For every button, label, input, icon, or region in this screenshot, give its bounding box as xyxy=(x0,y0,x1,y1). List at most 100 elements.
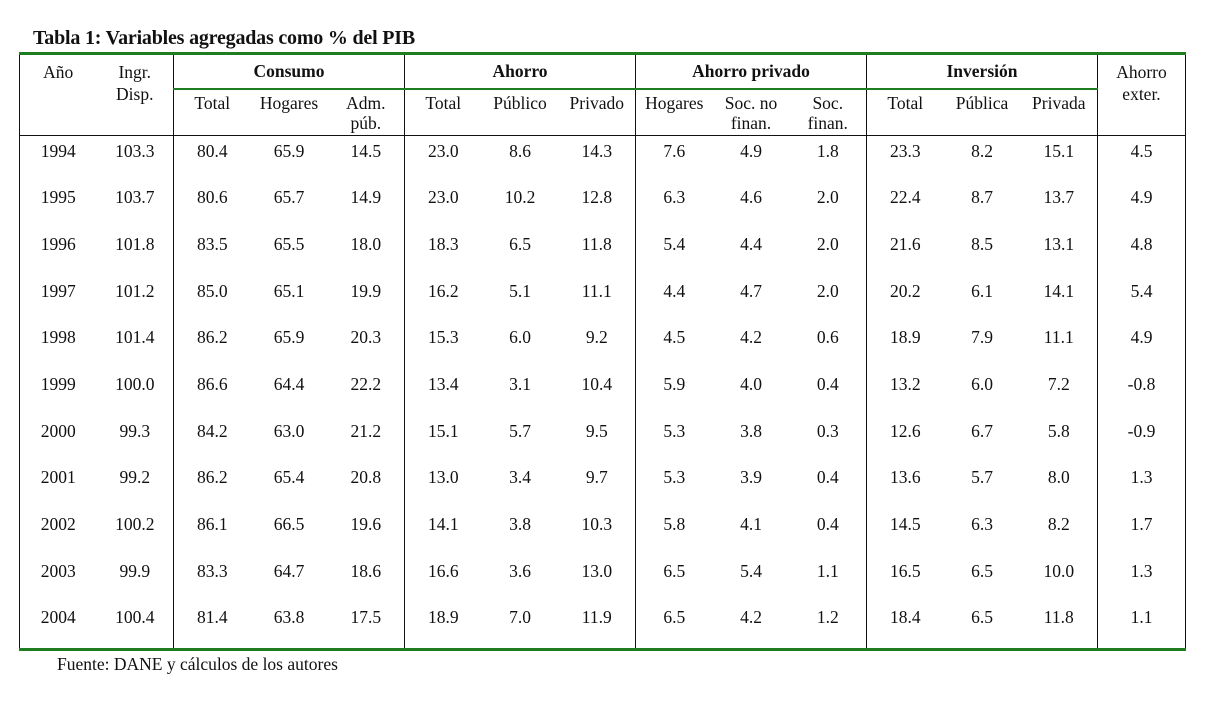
table-row: 1997 101.2 85.0 65.1 19.9 16.2 5.1 11.1 4.4 4.7 2.… xyxy=(19,275,1186,323)
value-cell: 0.3 xyxy=(789,415,867,463)
value-cell: 5.8 xyxy=(663,514,686,534)
value-cell: 14.1 xyxy=(1020,275,1098,323)
value-cell: 86.2 xyxy=(196,327,228,348)
value-cell: 2.0 xyxy=(789,275,867,323)
year-cell: 1999 xyxy=(19,368,97,416)
value-cell: 5.7 xyxy=(509,420,531,441)
subheader: Hogares xyxy=(635,88,713,136)
value-cell: 101.4 xyxy=(96,322,174,369)
value-cell: 16.6 xyxy=(427,560,459,581)
value-cell: 6.5 xyxy=(635,602,713,651)
value-cell: 85.0 xyxy=(196,280,228,301)
value-cell: 1.3 xyxy=(1097,462,1186,509)
value-cell: 9.2 xyxy=(558,322,636,369)
value-cell: 8.7 xyxy=(971,187,993,208)
value-cell: 65.9 xyxy=(273,141,305,161)
value-cell: 7.2 xyxy=(1020,368,1098,416)
value-cell: 13.1 xyxy=(1020,228,1098,276)
value-cell: 4.5 xyxy=(1097,135,1186,183)
year-cell: 2001 xyxy=(19,462,97,509)
value-cell: 20.3 xyxy=(327,322,405,369)
value-cell: 7.6 xyxy=(663,141,686,161)
year-cell: 2004 xyxy=(19,602,97,651)
value-cell: 13.7 xyxy=(1020,182,1098,229)
subheader: Soc. no finan. xyxy=(712,88,790,136)
value-cell: 4.1 xyxy=(740,514,762,534)
value-cell: 4.4 xyxy=(663,280,686,301)
value-cell: 11.1 xyxy=(1020,322,1098,369)
value-cell: 83.3 xyxy=(196,560,228,581)
value-cell: 64.7 xyxy=(273,560,305,581)
value-cell: 18.4 xyxy=(866,602,944,651)
table-row: 1996 101.8 83.5 65.5 18.0 18.3 6.5 11.8 5.4 4.4 2.… xyxy=(19,228,1186,276)
value-cell: 10.0 xyxy=(1020,555,1098,603)
value-cell: 4.2 xyxy=(712,602,790,651)
value-cell: 18.0 xyxy=(327,228,405,276)
value-cell: 1.2 xyxy=(789,602,867,651)
value-cell: 18.9 xyxy=(404,602,482,651)
value-cell: 15.3 xyxy=(427,327,459,348)
value-cell: 0.6 xyxy=(789,322,867,369)
value-cell: 4.9 xyxy=(1097,322,1186,369)
value-cell: 16.2 xyxy=(427,280,459,301)
table-row: 2004 100.4 81.4 63.8 17.5 18.9 7.0 11.9 6.5 4.2 1.… xyxy=(19,602,1186,651)
subheader: Público xyxy=(481,88,559,136)
value-cell: 1.1 xyxy=(1097,602,1186,651)
table-title: Tabla 1: Variables agregadas como % del … xyxy=(33,27,415,49)
value-cell: 22.4 xyxy=(889,187,921,208)
value-cell: 6.5 xyxy=(943,602,1021,651)
data-table: Año Ingr. Disp. Consumo Ahorro Ahorro pri… xyxy=(19,52,1186,651)
table-row: 2003 99.9 83.3 64.7 18.6 16.6 3.6 13.0 6.5 5.4 1.1… xyxy=(19,555,1186,603)
value-cell: 1.8 xyxy=(789,135,867,183)
value-cell: 23.3 xyxy=(889,141,921,161)
year-cell: 1997 xyxy=(19,275,97,323)
value-cell: 3.6 xyxy=(509,560,531,581)
value-cell: 11.8 xyxy=(558,228,636,276)
value-cell: 4.9 xyxy=(1097,182,1186,229)
value-cell: 86.6 xyxy=(196,373,228,394)
value-cell: 14.5 xyxy=(889,514,921,534)
year-cell: 2002 xyxy=(19,509,97,556)
value-cell: 65.5 xyxy=(273,233,305,254)
subheader: Soc. finan. xyxy=(789,88,867,136)
value-cell: 8.6 xyxy=(509,141,531,161)
value-cell: 3.8 xyxy=(740,420,762,441)
value-cell: 99.2 xyxy=(96,462,174,509)
value-cell: 6.5 xyxy=(663,560,686,581)
value-cell: 0.4 xyxy=(789,509,867,556)
value-cell: 13.6 xyxy=(889,467,921,488)
value-cell: 6.7 xyxy=(971,420,993,441)
value-cell: 15.1 xyxy=(427,420,459,441)
value-cell: 20.2 xyxy=(889,280,921,301)
value-cell: 65.7 xyxy=(273,187,305,208)
table-row: 1995 103.7 80.6 65.7 14.9 23.0 10.2 12.8 6.3 4.6 2… xyxy=(19,182,1186,229)
value-cell: 10.4 xyxy=(558,368,636,416)
value-cell: 2.0 xyxy=(789,228,867,276)
table-row: 1998 101.4 86.2 65.9 20.3 15.3 6.0 9.2 4.5 4.2 0.6… xyxy=(19,322,1186,369)
value-cell: 64.4 xyxy=(273,373,305,394)
value-cell: 1.3 xyxy=(1097,555,1186,603)
table-wrapper: Año Ingr. Disp. Consumo Ahorro Ahorro pri… xyxy=(19,52,1186,675)
value-cell: 103.7 xyxy=(96,182,174,229)
value-cell: 1.1 xyxy=(789,555,867,603)
value-cell: 21.2 xyxy=(327,415,405,463)
value-cell: 6.0 xyxy=(509,327,531,348)
value-cell: 8.5 xyxy=(971,233,993,254)
value-cell: 5.1 xyxy=(509,280,531,301)
value-cell: 22.2 xyxy=(327,368,405,416)
value-cell: 23.0 xyxy=(427,187,459,208)
value-cell: 13.2 xyxy=(889,373,921,394)
value-cell: 81.4 xyxy=(173,602,251,651)
value-cell: 63.0 xyxy=(273,420,305,441)
value-cell: 6.1 xyxy=(971,280,993,301)
value-cell: 17.5 xyxy=(327,602,405,651)
value-cell: 3.1 xyxy=(509,373,531,394)
table-row: 1999 100.0 86.6 64.4 22.2 13.4 3.1 10.4 5.9 4.0 0.… xyxy=(19,368,1186,416)
value-cell: 84.2 xyxy=(196,420,228,441)
value-cell: 0.4 xyxy=(789,368,867,416)
value-cell: 83.5 xyxy=(196,233,228,254)
value-cell: 14.9 xyxy=(327,182,405,229)
value-cell: 13.0 xyxy=(427,467,459,488)
value-cell: 9.7 xyxy=(558,462,636,509)
value-cell: 100.2 xyxy=(96,509,174,556)
